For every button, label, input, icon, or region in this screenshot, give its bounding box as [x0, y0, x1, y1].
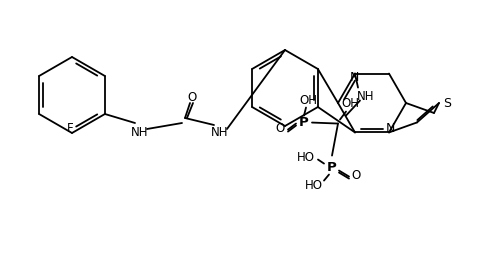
Text: N: N: [349, 71, 359, 84]
Text: S: S: [443, 96, 451, 110]
Text: NH: NH: [211, 125, 229, 138]
Text: O: O: [187, 91, 197, 103]
Text: NH: NH: [131, 125, 149, 138]
Text: P: P: [327, 161, 337, 174]
Text: NH: NH: [357, 90, 375, 103]
Text: P: P: [299, 116, 309, 129]
Text: HO: HO: [305, 179, 323, 192]
Text: N: N: [386, 122, 395, 135]
Text: OH: OH: [299, 94, 317, 107]
Text: F: F: [67, 121, 73, 135]
Text: O: O: [351, 169, 361, 182]
Text: HO: HO: [297, 151, 315, 164]
Text: O: O: [275, 122, 285, 135]
Text: OH: OH: [341, 97, 359, 110]
